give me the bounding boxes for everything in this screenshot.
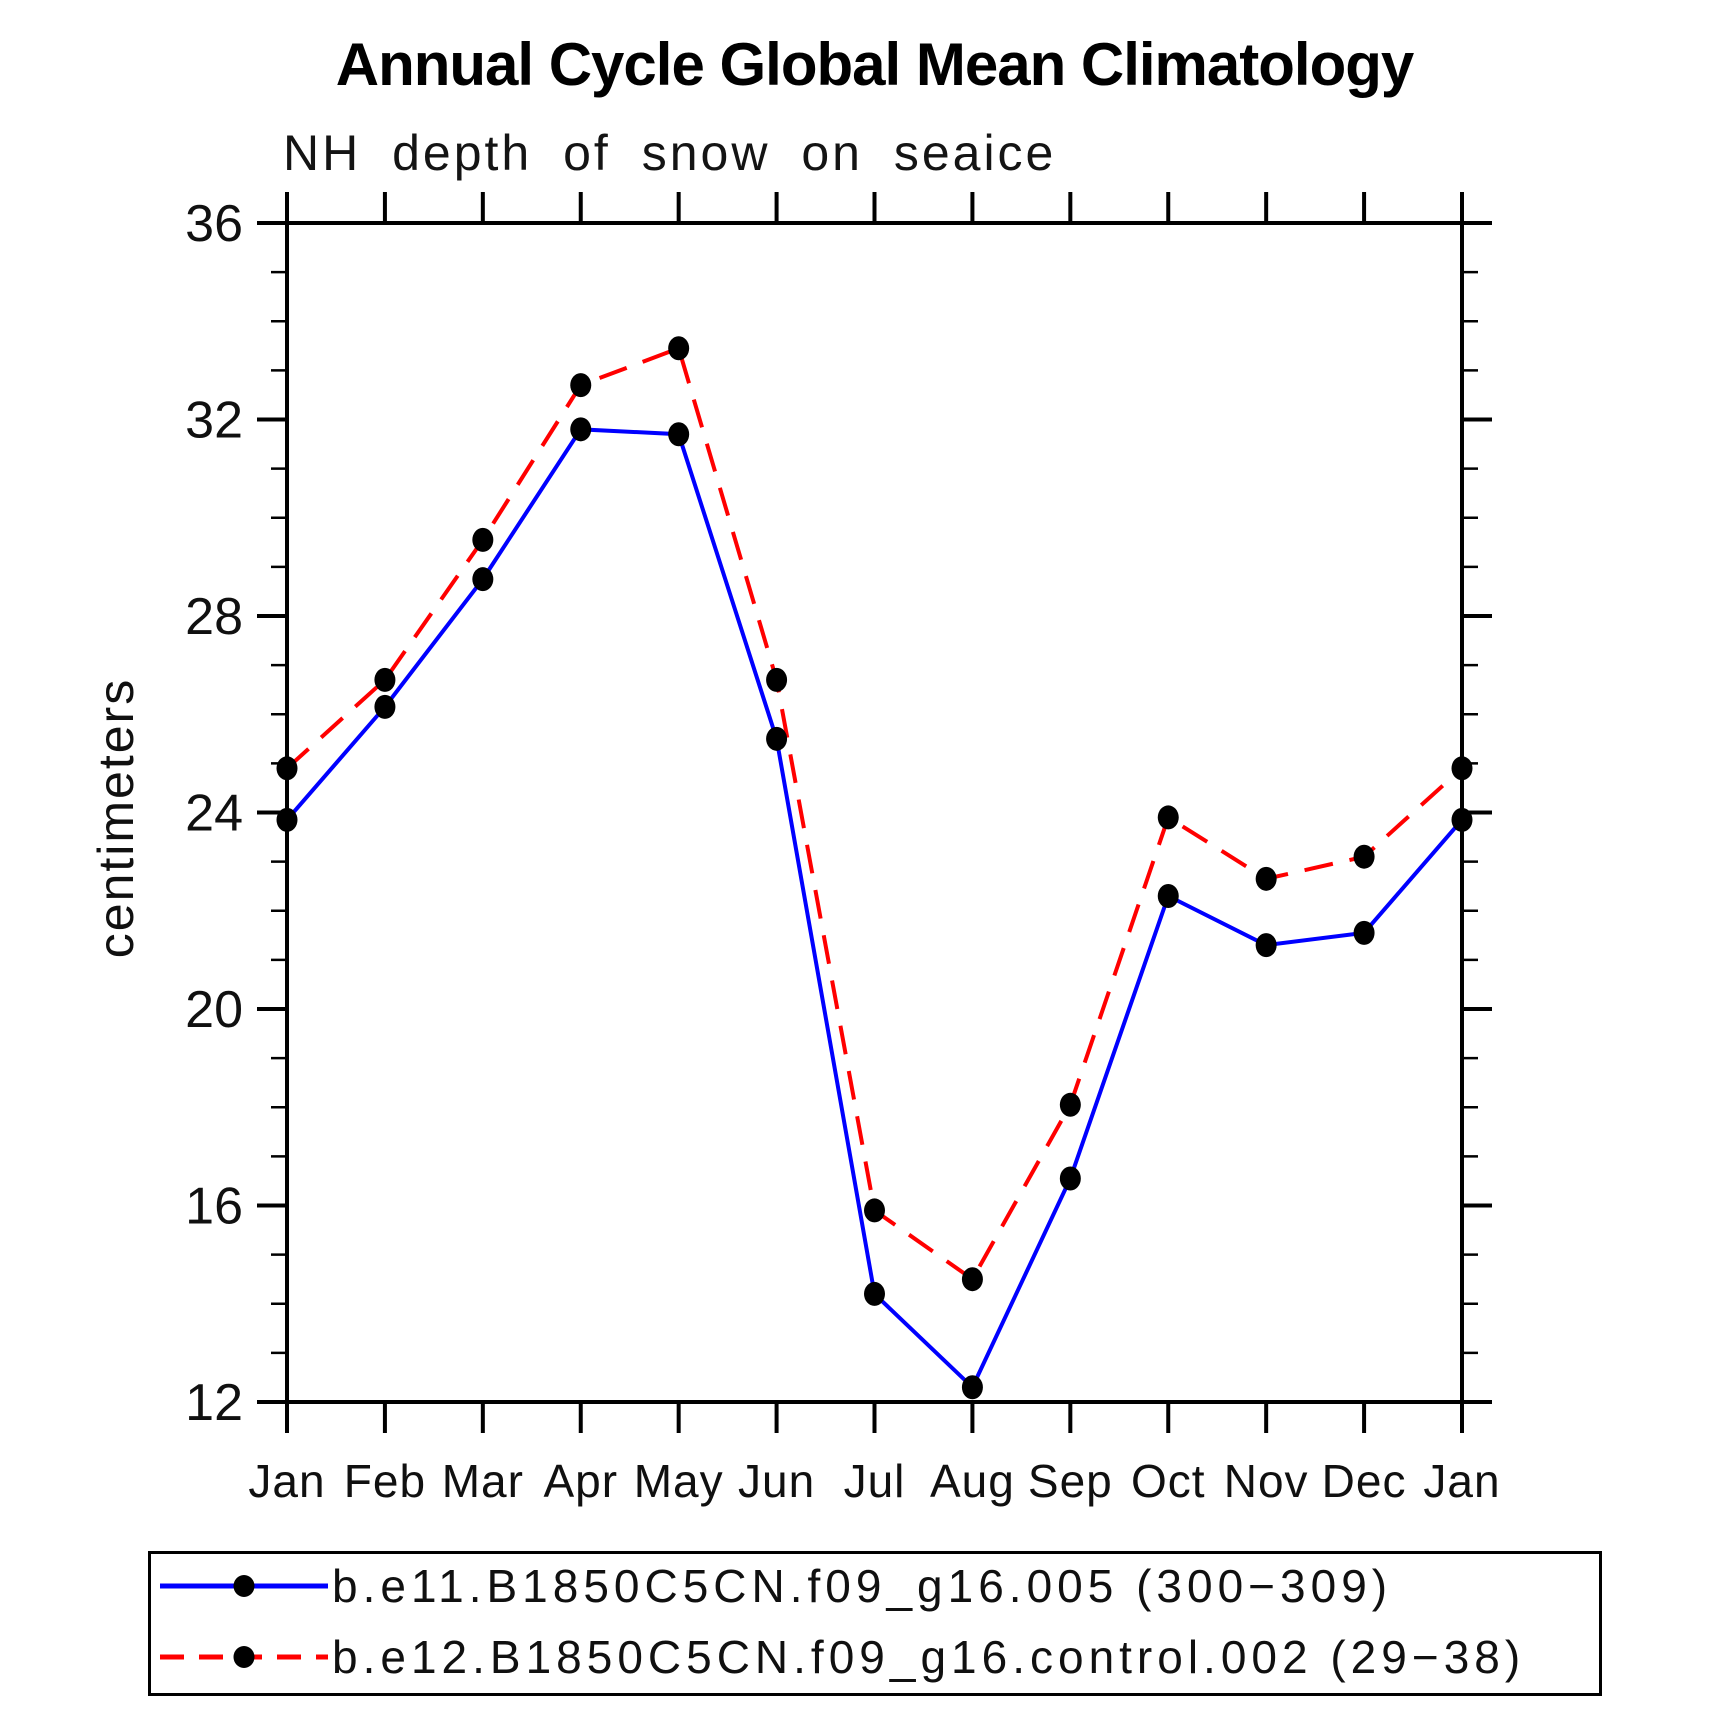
y-axis-label: centimeters [88,678,144,958]
legend-item: b.e12.B1850C5CN.f09_g16.control.002 (29−… [156,1631,1526,1683]
data-point-series-1 [374,667,396,692]
marker-dot [233,1646,255,1668]
month-label: Jan [1423,1455,1500,1507]
month-label: Mar [442,1455,524,1507]
data-point-series-1 [570,373,592,398]
data-point-series-1 [864,1198,885,1223]
data-point-series-0 [276,807,298,832]
legend-label: b.e12.B1850C5CN.f09_g16.control.002 (29−… [332,1631,1526,1683]
legend-item: b.e11.B1850C5CN.f09_g16.005 (300−309) [156,1560,1393,1612]
data-point-series-1 [1255,866,1277,891]
month-label: Apr [543,1455,618,1507]
chart-subtitle: NH depth of snow on seaice [283,125,1057,181]
month-label: Sep [1028,1455,1113,1507]
marker-dot [233,1575,255,1597]
month-label: Jan [248,1455,325,1507]
data-point-series-0 [1451,807,1473,832]
y-tick-label: 36 [185,195,243,253]
data-point-series-0 [1059,1166,1081,1191]
data-point-series-0 [472,567,494,592]
plot-frame [285,221,1464,1404]
data-point-series-1 [472,527,494,552]
month-label: Nov [1224,1455,1309,1507]
y-tick-label: 20 [185,981,243,1039]
data-point-series-1 [1059,1092,1081,1117]
y-tick-label: 28 [185,588,243,646]
legend-label: b.e11.B1850C5CN.f09_g16.005 (300−309) [332,1560,1393,1612]
data-point-series-0 [1157,884,1179,909]
data-point-series-1 [1157,805,1179,830]
y-tick-label: 24 [185,785,243,843]
chart-title: Annual Cycle Global Mean Climatology [335,31,1415,98]
y-tick-label: 12 [185,1374,243,1432]
data-point-series-1 [1451,756,1473,781]
data-point-series-1 [1353,844,1375,869]
month-label: Jun [738,1455,815,1507]
legend-line-sample-dashed-red [160,1646,328,1668]
data-point-series-0 [374,694,396,719]
y-tick-label: 32 [185,392,243,450]
chart-layer: 12 16 20 24 28 32 36 Jan Feb Mar Apr May Jun Jul Aug Se… [185,192,1500,1507]
legend: b.e11.B1850C5CN.f09_g16.005 (300−309) b.… [148,1551,1602,1696]
data-point-series-0 [766,726,788,751]
data-point-series-0 [864,1281,885,1306]
month-label: Aug [930,1455,1015,1507]
month-label: Oct [1131,1455,1206,1507]
month-label: Jul [844,1455,906,1507]
data-point-series-1 [961,1267,983,1292]
data-point-series-0 [1255,933,1277,958]
y-tick-label: 16 [185,1178,243,1236]
data-point-series-1 [668,336,690,361]
legend-line-sample-solid-blue [160,1575,328,1597]
month-label: May [634,1455,724,1507]
data-point-series-1 [766,667,788,692]
series-line-1 [285,345,1464,1283]
data-point-series-0 [668,422,690,447]
series-line-0 [285,427,1464,1391]
month-label: Dec [1322,1455,1407,1507]
data-point-series-0 [570,417,592,442]
data-point-series-1 [276,756,298,781]
data-point-series-0 [1353,920,1375,945]
data-point-series-0 [961,1375,983,1400]
month-label: Feb [344,1455,426,1507]
